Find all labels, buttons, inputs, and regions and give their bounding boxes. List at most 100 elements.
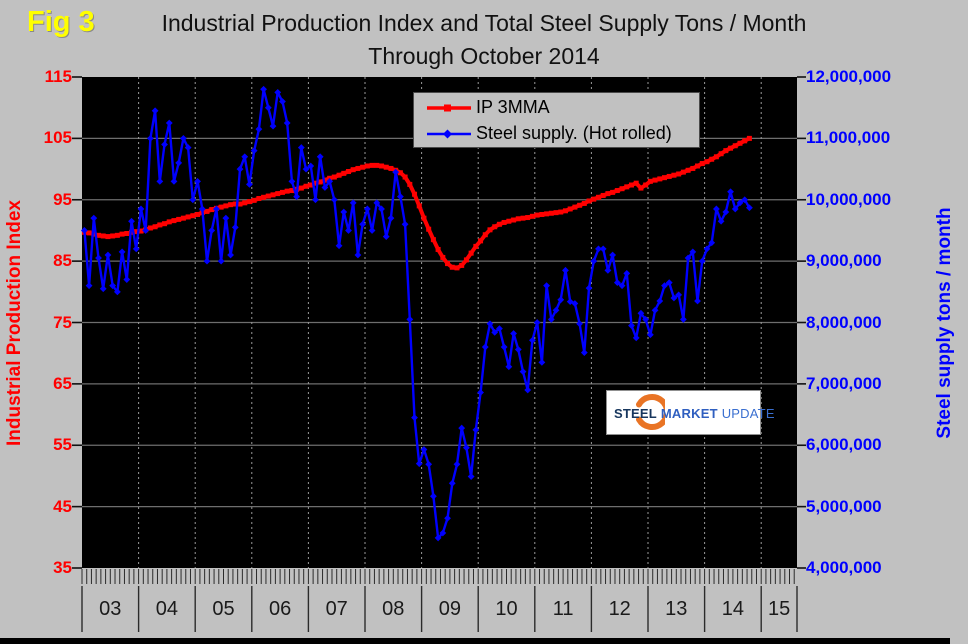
smu-logo: STEEL MARKET UPDATE — [606, 390, 774, 435]
marker-square — [105, 234, 111, 240]
marker-square — [440, 254, 446, 260]
right-axis-title: Steel supply tons / month — [934, 207, 955, 439]
marker-diamond — [637, 309, 645, 317]
marker-diamond — [208, 227, 216, 234]
x-axis-year-label: 13 — [665, 598, 688, 620]
marker-square — [279, 189, 285, 195]
marker-diamond — [373, 199, 381, 207]
marker-diamond — [731, 205, 739, 213]
marker-diamond — [269, 122, 277, 130]
marker-diamond — [123, 276, 131, 283]
x-axis-year-label: 03 — [99, 598, 122, 620]
marker-square — [728, 145, 734, 151]
marker-square — [501, 219, 507, 225]
marker-square — [605, 191, 611, 197]
x-axis-year-label: 08 — [382, 598, 405, 620]
marker-square — [581, 200, 587, 206]
marker-square — [261, 194, 267, 200]
marker-diamond — [547, 316, 555, 323]
marker-diamond — [609, 251, 617, 259]
marker-square — [312, 180, 318, 186]
legend-item-ip-3mma: IP 3MMA — [426, 95, 699, 119]
marker-diamond — [288, 177, 296, 185]
marker-square — [544, 211, 550, 217]
marker-diamond — [231, 223, 239, 231]
marker-square — [577, 202, 583, 208]
marker-diamond — [679, 316, 687, 323]
marker-square — [558, 209, 564, 215]
marker-diamond — [415, 460, 423, 468]
marker-square — [520, 215, 526, 221]
marker-square — [341, 170, 347, 176]
marker-square — [360, 164, 366, 170]
right-axis-tick-label: 6,000,000 — [806, 435, 882, 455]
x-axis-year-label: 12 — [608, 598, 631, 620]
marker-diamond — [552, 306, 560, 314]
marker-diamond — [392, 168, 400, 176]
marker-diamond — [519, 368, 527, 375]
marker-diamond — [472, 426, 480, 434]
marker-square — [388, 165, 394, 171]
right-axis-tick-label: 4,000,000 — [806, 558, 882, 577]
marker-square — [487, 227, 493, 233]
x-axis-year-label: 05 — [212, 598, 235, 620]
left-axis-tick-label: 65 — [53, 373, 72, 393]
x-axis-year-label: 06 — [268, 598, 292, 620]
marker-diamond — [302, 165, 310, 173]
marker-square — [138, 228, 144, 234]
marker-square — [732, 143, 738, 149]
marker-square — [152, 224, 158, 230]
marker-square — [147, 225, 153, 231]
marker-diamond — [496, 325, 503, 333]
marker-square — [454, 265, 460, 271]
marker-diamond — [448, 479, 456, 487]
marker-diamond — [95, 254, 102, 262]
marker-diamond — [161, 141, 168, 148]
marker-square — [412, 191, 418, 197]
marker-diamond — [156, 177, 164, 185]
marker-diamond — [132, 245, 140, 253]
x-axis-year-label: 09 — [438, 598, 462, 620]
marker-square — [270, 192, 276, 198]
marker-diamond — [198, 205, 206, 213]
marker-diamond — [90, 214, 98, 222]
marker-diamond — [396, 193, 404, 201]
marker-square — [591, 196, 597, 202]
marker-square — [435, 246, 441, 252]
right-axis-tick-label: 11,000,000 — [806, 128, 891, 148]
marker-square — [223, 203, 229, 209]
marker-diamond — [128, 217, 135, 225]
marker-square — [232, 201, 238, 207]
marker-diamond — [85, 282, 93, 290]
marker-square — [303, 183, 309, 189]
marker-diamond — [293, 193, 301, 201]
marker-square — [628, 182, 634, 188]
marker-diamond — [345, 227, 352, 234]
x-axis-year-label: 11 — [552, 598, 574, 620]
marker-square — [190, 213, 196, 219]
marker-diamond — [411, 414, 418, 422]
marker-diamond — [142, 227, 150, 234]
marker-square — [256, 196, 262, 202]
marker-diamond — [585, 284, 593, 292]
marker-square — [157, 222, 163, 228]
marker-square — [445, 261, 451, 267]
marker-diamond — [113, 288, 121, 296]
legend-marker-steel-supply-icon — [426, 127, 472, 139]
marker-diamond — [486, 320, 494, 328]
marker-square — [209, 207, 215, 213]
marker-square — [185, 214, 191, 220]
marker-diamond — [175, 159, 183, 167]
left-axis-tick-label: 85 — [53, 251, 72, 271]
marker-diamond — [213, 205, 220, 213]
marker-square — [265, 193, 271, 199]
marker-square — [463, 257, 469, 263]
marker-diamond — [458, 424, 466, 432]
marker-diamond — [330, 196, 338, 204]
marker-diamond — [708, 239, 716, 247]
marker-square — [289, 188, 295, 194]
x-axis-year-label: 15 — [767, 598, 791, 620]
marker-square — [336, 172, 342, 178]
marker-square — [647, 178, 653, 184]
